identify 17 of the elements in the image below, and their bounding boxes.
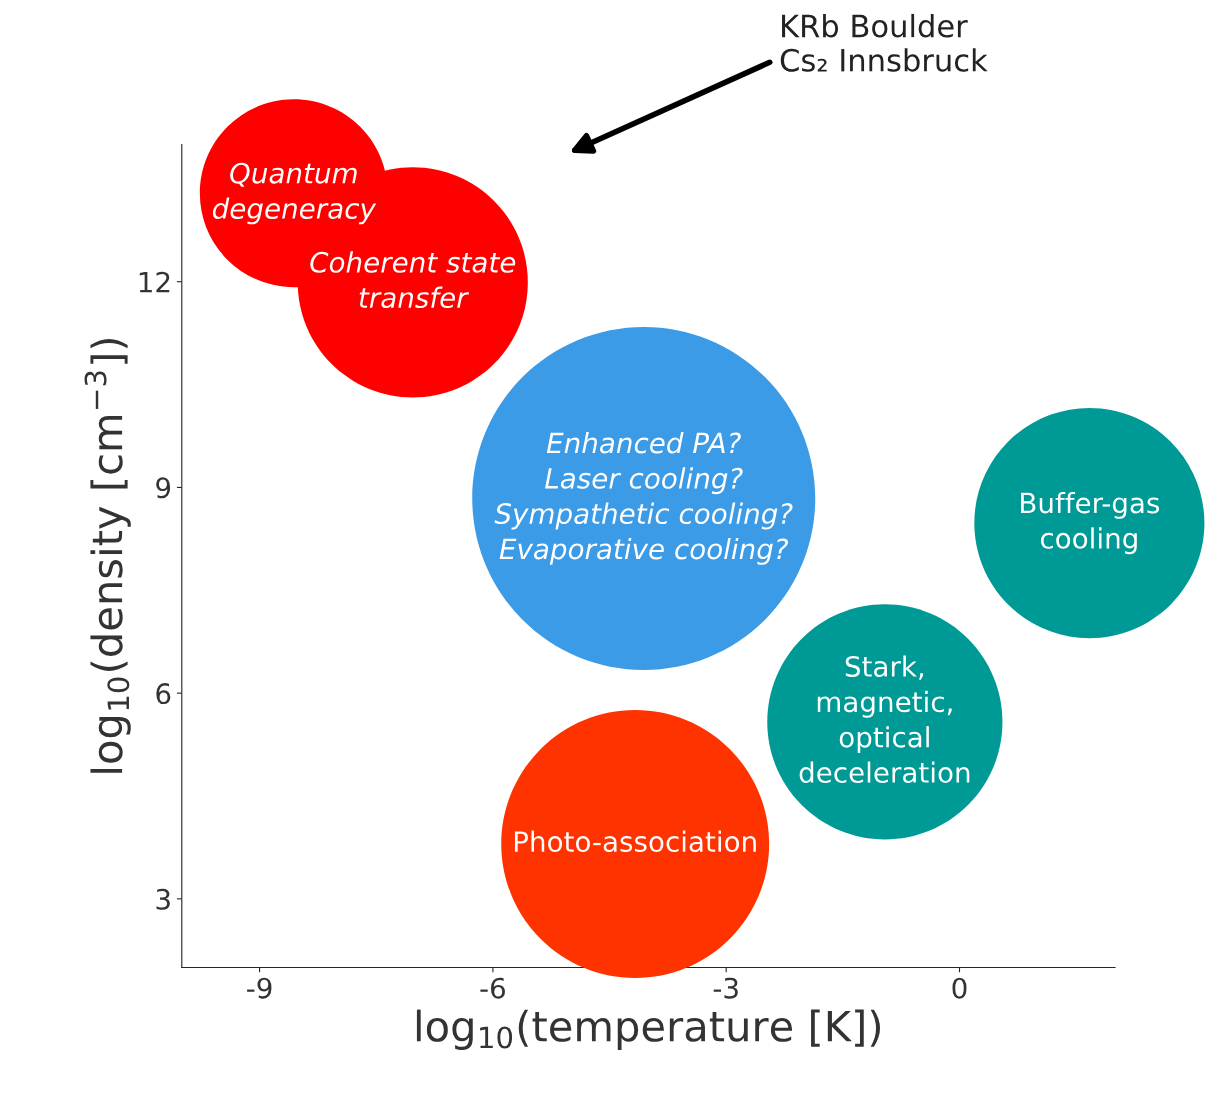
- annotation: Quantum degeneracy: [212, 162, 377, 225]
- annotation: Photo-association: [514, 830, 756, 853]
- annotation: Stark, magnetic, optical deceleration: [799, 655, 970, 783]
- x-tick-label: -6: [480, 977, 505, 999]
- text: KRb Boulder Cs₂ Innsbruck: [780, 13, 988, 72]
- annotation: Buffer-gas cooling: [1021, 491, 1160, 555]
- annotation: Coherent state transfer: [310, 251, 516, 309]
- y-tick-label: 3: [156, 888, 170, 910]
- x-tick-label: -9: [247, 977, 272, 999]
- x-axis-title: log$_{10}$(temperature [K]): [416, 1009, 880, 1050]
- y-tick-label: 9: [156, 477, 171, 499]
- x-tick-label: -3: [713, 977, 738, 999]
- y-tick-label: 6: [156, 683, 171, 705]
- y-axis-title: log$_{10}$(density [cm$^{−3}$]): [84, 338, 131, 773]
- x-tick-label: 0: [952, 977, 967, 999]
- y-tick-label: 12: [139, 271, 170, 293]
- annotation: Enhanced PA? Laser cooling? Sympathetic cooling? Evaporative cooling?: [494, 431, 793, 565]
